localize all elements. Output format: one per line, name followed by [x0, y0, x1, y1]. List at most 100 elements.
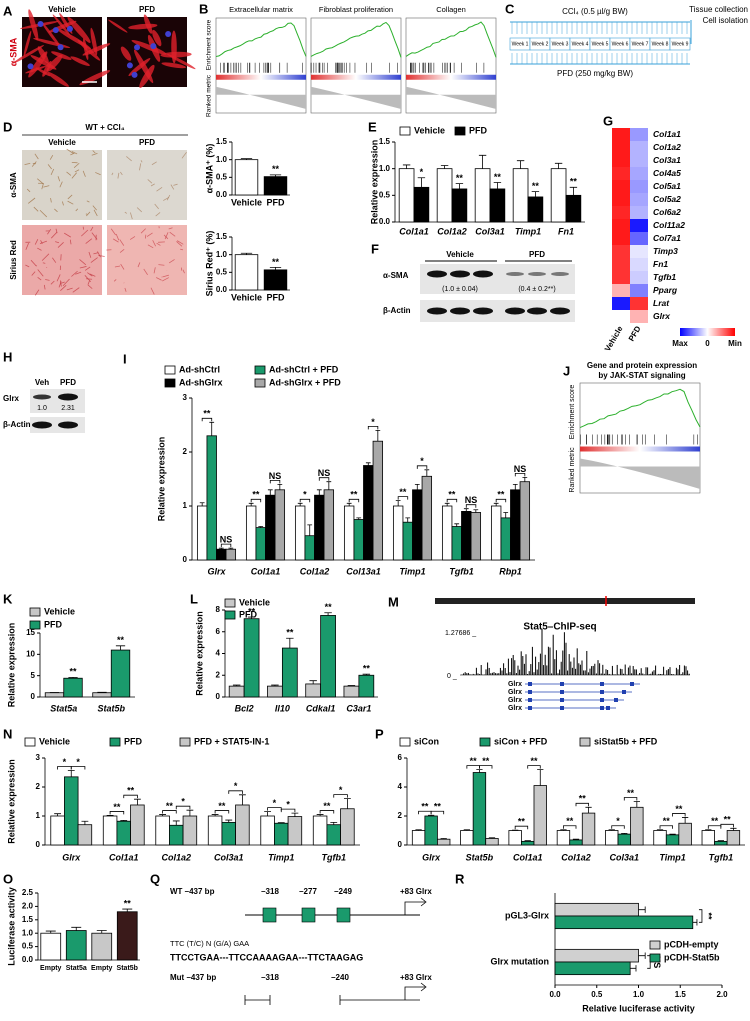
significance-bracket [318, 477, 330, 481]
fiber [120, 46, 132, 61]
significance: ** [70, 667, 78, 677]
error-bar [516, 160, 525, 169]
stain [115, 233, 120, 241]
error-bar [537, 769, 544, 786]
heatmap-cell [612, 141, 630, 154]
legend-label: PFD [469, 125, 488, 135]
legend-label: Vehicle [44, 606, 75, 616]
stain [43, 185, 50, 188]
stain [84, 266, 91, 271]
blot-label: β-Actin [383, 306, 411, 315]
stain [25, 242, 29, 250]
bar [421, 475, 433, 561]
gsea-title: Fibroblast proliferation [319, 5, 393, 14]
nucleus [165, 30, 172, 37]
stain [37, 178, 44, 185]
stain [50, 197, 52, 203]
stain [124, 287, 127, 292]
track-scale: 1.27686 _ [445, 630, 476, 637]
bar [617, 833, 631, 846]
stain [147, 244, 154, 249]
significance: * [76, 757, 80, 767]
error-bar [705, 829, 712, 831]
stain [85, 238, 93, 244]
y-tick-label: 5 [31, 671, 36, 680]
enrichment-curve [579, 388, 701, 429]
significance-bracket [250, 498, 262, 503]
exon [528, 698, 532, 702]
bar [508, 830, 522, 846]
significance: NS [514, 464, 527, 474]
error-bar [291, 812, 299, 817]
blot-bands [427, 270, 570, 315]
error-bar [199, 502, 205, 506]
bar [461, 510, 472, 561]
fiber [35, 67, 51, 77]
y-tick-label: 2 [36, 782, 41, 791]
nucleus [66, 25, 73, 32]
bar [228, 685, 245, 698]
significance-bracket [430, 810, 445, 815]
y-axis-label: Relative expression [6, 623, 16, 708]
significance-bracket [299, 498, 311, 503]
heatmap-cell [630, 297, 648, 310]
bar [216, 548, 227, 561]
legend-label: Ad-shGlrx [179, 377, 223, 387]
row-label: α-SMA [9, 172, 18, 198]
week-label: Week 1 [512, 41, 529, 47]
legend-label: Vehicle [414, 125, 445, 135]
significance: ** [286, 628, 294, 638]
error-bar [638, 952, 646, 959]
legend-label: pCDH-Stat5b [664, 952, 720, 962]
significance: ** [113, 802, 121, 812]
stain [67, 200, 74, 205]
rank-bar [580, 446, 700, 452]
y-axis-label: Relative expression [369, 140, 379, 225]
exon [528, 682, 532, 686]
fiber [143, 14, 153, 34]
bar [50, 815, 65, 846]
column-label: PFD [139, 5, 155, 14]
bar [225, 548, 237, 561]
blot [420, 264, 575, 294]
stain [49, 154, 54, 160]
stain [152, 240, 156, 247]
stain [119, 239, 125, 246]
heatmap-cell [630, 167, 648, 180]
bar [398, 168, 415, 223]
bar [312, 815, 328, 846]
x-tick-label: PFD [267, 197, 286, 207]
bar [701, 830, 715, 846]
y-tick-label: 15 [26, 628, 35, 637]
stain [153, 267, 156, 274]
x-tick-label: Col1a2 [300, 566, 330, 576]
significance: ** [482, 756, 490, 766]
stain [173, 183, 178, 186]
y-tick-label: 0.5 [216, 267, 228, 276]
y-tick-label: 0.0 [216, 190, 228, 199]
stain [31, 271, 36, 276]
legend-swatch [649, 953, 661, 963]
exon [600, 690, 604, 694]
fiber [28, 9, 39, 41]
exon [560, 690, 564, 694]
fiber [77, 39, 101, 61]
y-tick-label: 6 [398, 753, 403, 762]
stain [50, 280, 55, 285]
significance: ** [323, 801, 331, 811]
error-bar [478, 154, 487, 169]
x-tick-label: Stat5a [66, 965, 87, 972]
stain [98, 254, 105, 257]
significance-bracket [367, 426, 379, 430]
error-bar [186, 809, 194, 816]
significance: ** [272, 164, 280, 174]
error-bar [45, 930, 56, 934]
heatmap-cell [612, 167, 630, 180]
y-tick-label: 0.5 [216, 172, 228, 181]
stain [139, 163, 142, 171]
row-label: Lrat [653, 298, 670, 308]
quantification: (0.4 ± 0.2**) [518, 286, 555, 293]
heatmap-cell [612, 297, 630, 310]
error-bar [681, 817, 689, 824]
error-bar [271, 684, 279, 687]
